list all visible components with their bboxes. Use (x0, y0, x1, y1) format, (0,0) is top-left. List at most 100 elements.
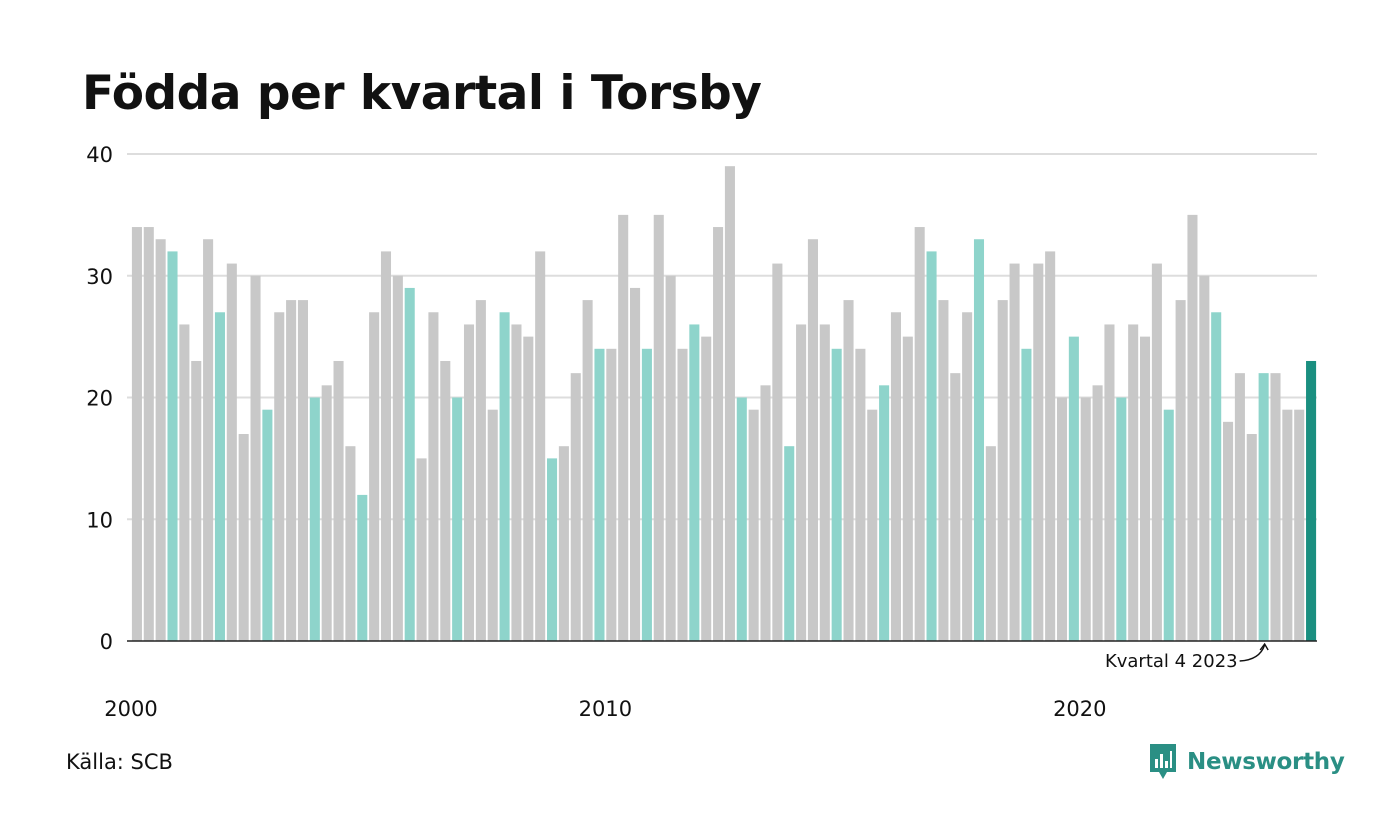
bar (286, 300, 297, 641)
bar (523, 336, 534, 642)
bar (1104, 324, 1115, 641)
bar (570, 373, 581, 641)
annotation-arrow (1239, 644, 1266, 662)
bar (1151, 263, 1162, 641)
newsworthy-logo-icon (1150, 744, 1176, 779)
bar (309, 397, 320, 641)
bar (238, 434, 249, 641)
x-tick-label: 2000 (104, 697, 157, 721)
bar (404, 287, 415, 641)
bar (1211, 312, 1222, 641)
x-tick-label: 2010 (579, 697, 632, 721)
births-bar-chart: 0 10 20 30 40 2000 2010 2020 Kvartal 4 2023 (86, 143, 1317, 721)
bar (262, 409, 273, 641)
bar (203, 239, 214, 642)
y-tick-label: 10 (86, 508, 113, 532)
y-axis-tick-labels: 0 10 20 30 40 (86, 143, 113, 654)
bar (796, 324, 807, 641)
bar (1175, 300, 1186, 641)
bar (535, 251, 546, 641)
bar (843, 300, 854, 641)
y-tick-label: 0 (100, 630, 113, 654)
source-label: Källa: SCB (66, 750, 173, 774)
bar (1234, 373, 1245, 641)
bar (274, 312, 285, 641)
bar (1116, 397, 1127, 641)
bar (250, 275, 261, 641)
bar (950, 373, 961, 641)
bars (131, 166, 1317, 642)
page-title: Födda per kvartal i Torsby (82, 66, 762, 121)
bar (191, 360, 202, 641)
bar (618, 214, 629, 642)
bar (333, 360, 344, 641)
bar (380, 251, 392, 641)
bar (784, 446, 795, 641)
bar (926, 251, 937, 641)
bar (890, 312, 901, 641)
bar (499, 312, 510, 641)
bar (1056, 397, 1068, 641)
brand-logo: Newsworthy (1148, 742, 1345, 782)
bar (962, 312, 973, 641)
bar (760, 385, 771, 641)
bar (724, 166, 735, 641)
bar (748, 409, 759, 641)
bar (594, 348, 605, 641)
bar (1068, 336, 1079, 642)
bar (713, 227, 724, 642)
bar (867, 409, 878, 641)
bar (558, 446, 569, 641)
bar (1187, 214, 1198, 642)
bar (428, 312, 439, 641)
bar (1223, 421, 1234, 641)
bar (416, 458, 427, 642)
bar (1092, 385, 1103, 641)
bar (1282, 409, 1293, 641)
bar (1246, 434, 1257, 641)
bar (1294, 409, 1305, 641)
bar (179, 324, 190, 641)
bar (772, 263, 783, 641)
bar (357, 494, 368, 641)
bar (1080, 397, 1091, 641)
bar (321, 385, 332, 641)
bar (653, 214, 664, 642)
annotation-arrowhead (1259, 642, 1269, 651)
bar (1128, 324, 1139, 641)
bar (606, 348, 617, 641)
bar (547, 458, 558, 642)
bar (665, 275, 676, 641)
bar (1199, 275, 1210, 641)
bar (938, 300, 949, 641)
bar (855, 348, 866, 641)
bar (155, 239, 166, 642)
bar (701, 336, 712, 642)
bar (143, 227, 154, 642)
bar (1033, 263, 1044, 641)
bar (879, 385, 890, 641)
latest-annotation: Kvartal 4 2023 (1105, 642, 1269, 672)
x-axis-tick-labels: 2000 2010 2020 (104, 697, 1106, 721)
bar (392, 275, 403, 641)
bar (167, 251, 178, 641)
bar (1009, 263, 1020, 641)
bar (997, 300, 1008, 641)
annotation-label: Kvartal 4 2023 (1105, 651, 1238, 672)
bar (689, 324, 700, 641)
bar (463, 324, 475, 641)
bar (641, 348, 652, 641)
bar-latest (1306, 360, 1317, 641)
bar (973, 239, 985, 642)
bar (831, 348, 842, 641)
bar (1258, 373, 1269, 641)
bar (677, 348, 688, 641)
bar (440, 360, 451, 641)
bar (807, 239, 818, 642)
bar (1045, 251, 1056, 641)
bar (1140, 336, 1151, 642)
bar (1021, 348, 1032, 641)
bar (736, 397, 747, 641)
bar (297, 300, 308, 641)
bar (487, 409, 498, 641)
